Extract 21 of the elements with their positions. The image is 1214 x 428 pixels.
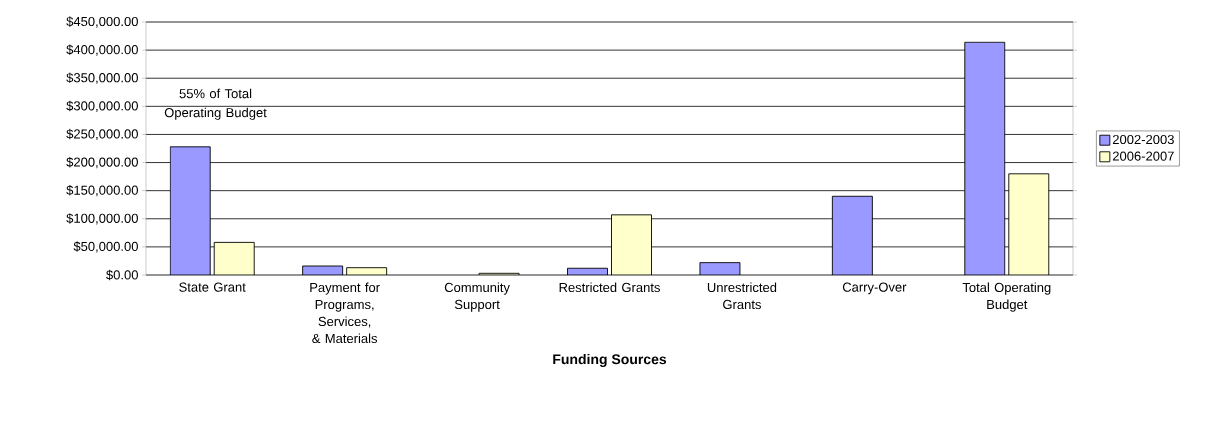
x-tick-label: Total Operating Budget [962,282,1051,312]
y-tick-label: $0.00 [106,269,138,281]
y-tick-label: $50,000.00 [73,241,138,253]
x-tick-label: Payment for Programs, Services, & Materials [310,282,380,344]
legend-label: 2002-2003 [1112,134,1174,145]
y-tick-label: $150,000.00 [66,185,138,197]
y-tick-label: $400,000.00 [66,44,138,56]
x-tick-label: Restricted Grants [559,282,660,293]
y-tick-label: $450,000.00 [66,16,138,28]
y-tick-label: $200,000.00 [66,156,138,169]
legend-label: 2006-2007 [1112,151,1174,161]
x-axis-title: Funding Sources [553,353,667,368]
x-tick-label: Unrestricted Grants [707,282,777,310]
annotation: 55% of Total Operating Budget [164,88,267,120]
y-tick-label: $250,000.00 [66,128,138,141]
y-tick-label: $100,000.00 [66,213,138,225]
x-tick-label: State Grant [179,282,246,292]
y-tick-label: $300,000.00 [66,100,138,112]
x-tick-label: Carry-Over [842,282,907,295]
y-tick-label: $350,000.00 [66,72,138,84]
x-tick-label: Community Support [444,282,510,312]
